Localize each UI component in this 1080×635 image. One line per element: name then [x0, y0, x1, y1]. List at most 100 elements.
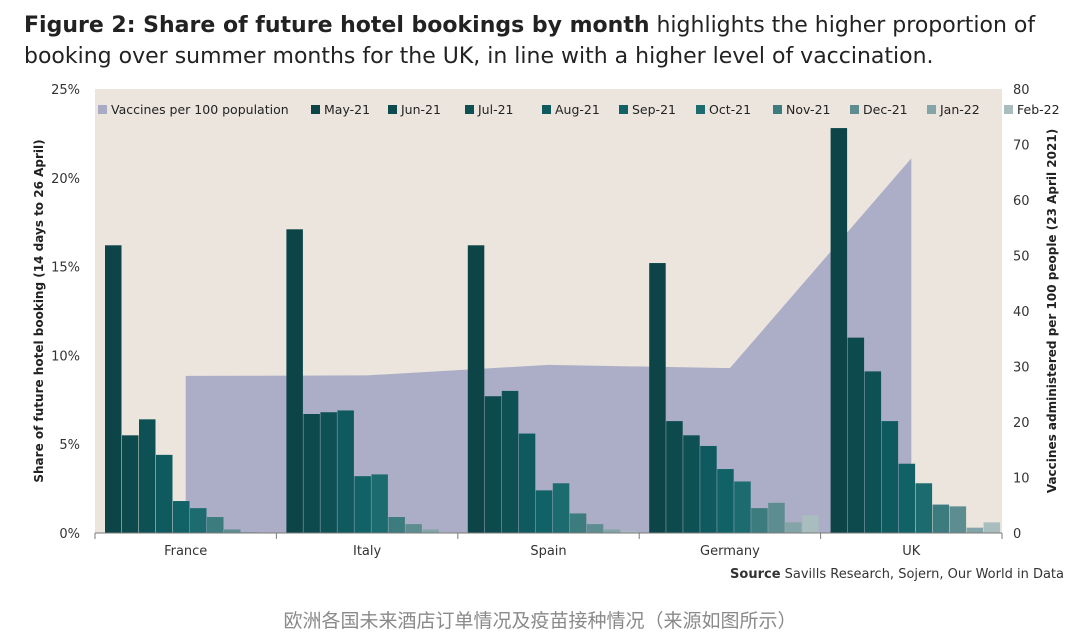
bar-aug-21-germany: [700, 445, 717, 533]
y-axis-title-left: Share of future hotel booking (14 days t…: [32, 139, 46, 482]
bar-may-21-germany: [649, 263, 666, 533]
bar-aug-21-france: [156, 454, 173, 533]
bar-feb-22-uk: [983, 522, 1001, 533]
legend-swatch: [542, 105, 551, 114]
source-note: Source Savills Research, Sojern, Our Wor…: [730, 567, 1064, 582]
y-tick-label-left: 0%: [59, 527, 80, 542]
legend-label: Nov-21: [786, 102, 830, 117]
bar-nov-21-germany: [751, 508, 768, 533]
legend-label: Jan-22: [939, 102, 980, 117]
bar-jun-21-spain: [484, 396, 502, 533]
legend-label: Vaccines per 100 population: [111, 102, 289, 117]
legend-label: Feb-22: [1017, 102, 1060, 117]
legend-swatch: [98, 105, 107, 114]
bar-sep-21-spain: [535, 490, 553, 533]
figure-title-bold: Figure 2: Share of future hotel bookings…: [24, 13, 650, 38]
bar-oct-21-france: [190, 508, 207, 533]
legend-label: Jun-21: [400, 102, 441, 117]
source-label: Source: [730, 567, 781, 582]
bar-jul-21-italy: [320, 412, 337, 533]
y-tick-label-right: 70: [1013, 139, 1030, 154]
legend-label: Aug-21: [555, 102, 600, 117]
source-text: Savills Research, Sojern, Our World in D…: [780, 567, 1064, 582]
y-tick-label-right: 80: [1013, 83, 1030, 98]
bar-aug-21-uk: [881, 421, 899, 533]
y-tick-label-left: 10%: [51, 349, 80, 364]
legend-swatch: [388, 105, 397, 114]
legend-swatch: [696, 105, 705, 114]
bar-oct-21-germany: [734, 481, 751, 533]
vaccine-area: [185, 158, 912, 533]
bar-dec-21-uk: [949, 506, 967, 533]
bar-oct-21-italy: [371, 474, 388, 533]
y-tick-label-right: 60: [1013, 194, 1030, 209]
legend-swatch: [773, 105, 782, 114]
x-tick-label: France: [164, 544, 207, 559]
bar-sep-21-uk: [898, 463, 916, 533]
legend-label: Jul-21: [477, 102, 514, 117]
bar-dec-21-germany: [768, 502, 785, 533]
y-tick-label-left: 15%: [51, 261, 80, 276]
bar-nov-21-france: [207, 517, 224, 533]
bar-oct-21-uk: [915, 483, 933, 533]
bar-sep-21-italy: [354, 476, 371, 533]
bar-jul-21-germany: [683, 435, 700, 533]
x-tick-label: Spain: [530, 544, 566, 559]
bar-nov-21-italy: [388, 517, 405, 533]
bar-dec-21-italy: [405, 524, 422, 533]
bar-may-21-uk: [830, 128, 848, 533]
bar-jul-21-uk: [864, 371, 882, 533]
bar-aug-21-spain: [518, 433, 536, 533]
y-tick-label-right: 0: [1013, 527, 1021, 542]
legend-swatch: [465, 105, 474, 114]
bar-may-21-france: [105, 245, 122, 533]
bar-jan-22-italy: [422, 529, 439, 533]
legend-label: Sep-21: [632, 102, 676, 117]
legend-label: Dec-21: [863, 102, 908, 117]
y-tick-label-left: 5%: [59, 438, 80, 453]
legend-label: May-21: [324, 102, 370, 117]
bar-jan-22-uk: [966, 527, 984, 533]
legend-swatch: [311, 105, 320, 114]
legend-swatch: [927, 105, 936, 114]
y-tick-label-right: 30: [1013, 361, 1030, 376]
y-tick-label-right: 20: [1013, 416, 1030, 431]
booking-chart: France Italy Spain Germany UK 0% 5% 10% 15% 20% 25…: [32, 83, 1060, 559]
bar-jul-21-spain: [501, 390, 519, 533]
bar-feb-22-spain: [620, 531, 638, 533]
bar-jun-21-italy: [303, 414, 320, 533]
bar-jan-22-spain: [603, 529, 621, 533]
legend-label: Oct-21: [709, 102, 751, 117]
bar-may-21-spain: [467, 245, 485, 533]
y-axis-title-right: Vaccines administered per 100 people (23…: [1045, 129, 1059, 493]
bar-nov-21-uk: [932, 504, 950, 533]
bar-nov-21-spain: [569, 513, 587, 533]
bar-dec-21-france: [224, 529, 241, 533]
bar-may-21-italy: [286, 229, 303, 533]
y-tick-label-right: 40: [1013, 305, 1030, 320]
bar-sep-21-germany: [717, 469, 734, 533]
bar-oct-21-spain: [552, 483, 570, 533]
bar-jul-21-france: [139, 419, 156, 533]
figure-title-rest: highlights the higher proportion of book…: [24, 13, 1036, 69]
bar-jan-22-germany: [785, 522, 802, 533]
y-tick-label-left: 20%: [51, 172, 80, 187]
image-caption: 欧洲各国未来酒店订单情况及疫苗接种情况（来源如图所示）: [283, 610, 797, 632]
legend-swatch: [619, 105, 628, 114]
bar-sep-21-france: [173, 501, 190, 533]
y-tick-label-right: 50: [1013, 250, 1030, 265]
bar-dec-21-spain: [586, 524, 604, 533]
figure-title: Figure 2: Share of future hotel bookings…: [24, 10, 1064, 72]
bar-feb-22-germany: [802, 515, 819, 533]
bar-jun-21-germany: [666, 421, 683, 533]
y-tick-label-left: 25%: [51, 83, 80, 98]
x-tick-label: Italy: [353, 544, 382, 559]
legend-swatch: [850, 105, 859, 114]
y-tick-label-right: 10: [1013, 472, 1030, 487]
bar-jun-21-uk: [847, 337, 865, 533]
legend-swatch: [1004, 105, 1013, 114]
x-tick-label: Germany: [700, 544, 760, 559]
bar-jun-21-france: [122, 435, 139, 533]
bar-aug-21-italy: [337, 410, 354, 533]
x-tick-label: UK: [902, 544, 921, 559]
